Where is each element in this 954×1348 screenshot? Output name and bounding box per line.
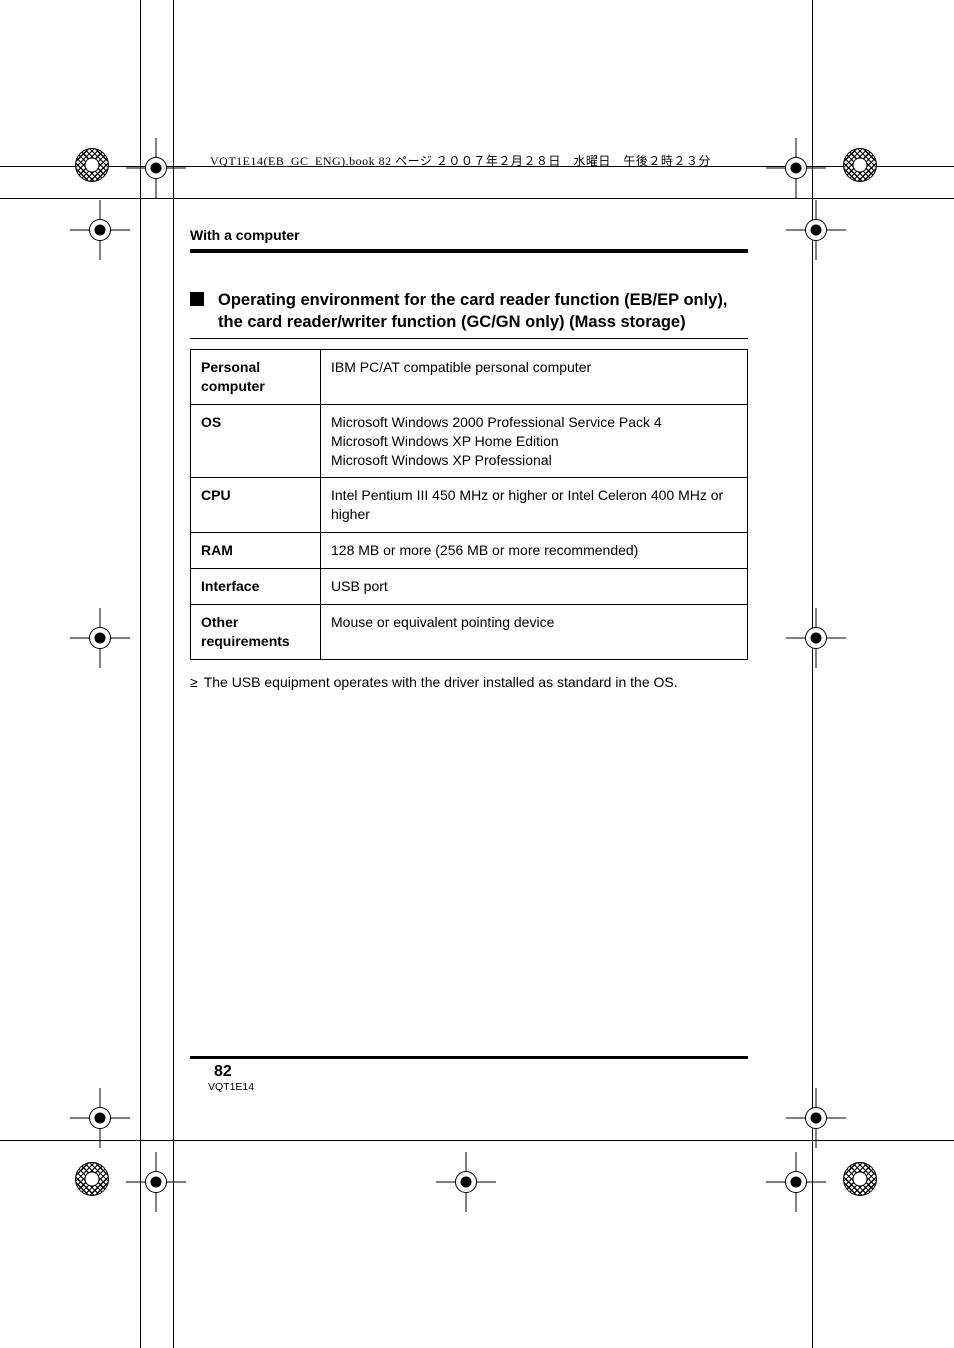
table-row-value: Microsoft Windows 2000 Professional Serv… (321, 404, 748, 478)
heading-line: the card reader/writer function (GC/GN o… (218, 313, 686, 331)
table-row-value: Mouse or equivalent pointing device (321, 605, 748, 660)
table-row: RAM128 MB or more (256 MB or more recomm… (191, 533, 748, 569)
page-number: 82 (214, 1063, 748, 1081)
table-row: Personal computerIBM PC/AT compatible pe… (191, 350, 748, 405)
crop-hatch-icon (843, 148, 877, 182)
section-rule (190, 249, 748, 253)
crop-hatch-icon (75, 1162, 109, 1196)
table-row-value: 128 MB or more (256 MB or more recommend… (321, 533, 748, 569)
register-mark-icon (126, 1152, 186, 1212)
register-mark-icon (766, 1152, 826, 1212)
crop-hatch-icon (843, 1162, 877, 1196)
table-row-label: Other requirements (191, 605, 321, 660)
frame-line (140, 0, 141, 1348)
note-text: The USB equipment operates with the driv… (204, 674, 678, 690)
section-label: With a computer (190, 227, 748, 243)
frame-line (173, 0, 174, 1348)
page-footer: 82 VQT1E14 (190, 1056, 748, 1093)
register-mark-icon (786, 608, 846, 668)
heading-row: Operating environment for the card reade… (190, 289, 748, 334)
table-row-value: USB port (321, 569, 748, 605)
table-row-label: RAM (191, 533, 321, 569)
register-mark-icon (70, 200, 130, 260)
heading: Operating environment for the card reade… (218, 289, 727, 334)
register-mark-icon (126, 138, 186, 198)
table-row-value: Intel Pentium III 450 MHz or higher or I… (321, 478, 748, 533)
page-content: VQT1E14(EB_GC_ENG).book 82 ページ ２００７年２月２８… (190, 152, 748, 690)
table-row-label: Personal computer (191, 350, 321, 405)
spec-table: Personal computerIBM PC/AT compatible pe… (190, 349, 748, 660)
table-row: CPUIntel Pentium III 450 MHz or higher o… (191, 478, 748, 533)
register-mark-icon (786, 1088, 846, 1148)
register-mark-icon (436, 1152, 496, 1212)
register-mark-icon (766, 138, 826, 198)
table-row: InterfaceUSB port (191, 569, 748, 605)
bullet-icon: ≥ (190, 674, 198, 690)
footer-code: VQT1E14 (208, 1081, 748, 1093)
table-row: Other requirementsMouse or equivalent po… (191, 605, 748, 660)
register-mark-icon (70, 1088, 130, 1148)
crop-hatch-icon (75, 148, 109, 182)
heading-line: Operating environment for the card reade… (218, 291, 727, 309)
table-row-label: CPU (191, 478, 321, 533)
note: ≥ The USB equipment operates with the dr… (190, 674, 748, 690)
table-row-value: IBM PC/AT compatible personal computer (321, 350, 748, 405)
table-row: OSMicrosoft Windows 2000 Professional Se… (191, 404, 748, 478)
register-mark-icon (70, 608, 130, 668)
heading-underline (190, 338, 748, 340)
table-row-label: OS (191, 404, 321, 478)
book-header: VQT1E14(EB_GC_ENG).book 82 ページ ２００７年２月２８… (210, 152, 748, 169)
square-bullet-icon (190, 292, 204, 306)
footer-rule (190, 1056, 748, 1059)
table-row-label: Interface (191, 569, 321, 605)
register-mark-icon (786, 200, 846, 260)
